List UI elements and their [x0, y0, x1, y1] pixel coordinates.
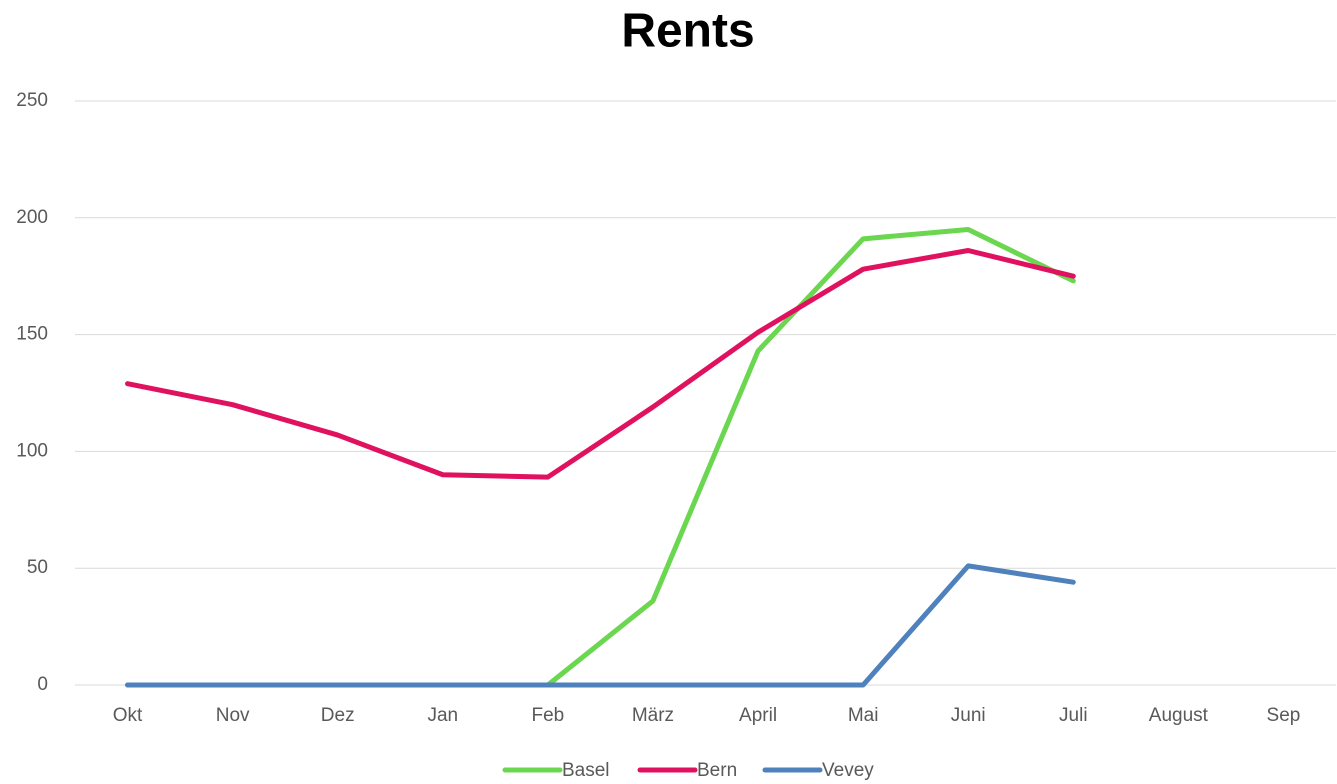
y-tick-label: 250 [16, 90, 48, 111]
y-tick-label: 100 [16, 440, 48, 461]
x-tick-label: Dez [321, 705, 355, 726]
x-tick-label: Nov [216, 705, 250, 726]
x-tick-label: Feb [532, 705, 565, 726]
x-tick-label: Juli [1059, 705, 1088, 726]
line-series [125, 226, 1076, 688]
x-tick-label: Okt [113, 705, 143, 726]
line-series [125, 563, 1076, 688]
line-series [125, 248, 1076, 480]
y-tick-label: 0 [37, 674, 48, 695]
legend-label: Vevey [822, 760, 874, 781]
x-tick-label: Juni [951, 705, 986, 726]
x-tick-label: August [1149, 705, 1209, 726]
legend-label: Basel [562, 760, 610, 781]
y-tick-label: 50 [27, 557, 48, 578]
y-tick-label: 200 [16, 207, 48, 228]
legend-label: Bern [697, 760, 737, 781]
x-tick-label: März [632, 705, 674, 726]
x-tick-label: Sep [1267, 705, 1301, 726]
chart-title: Rents [621, 5, 754, 58]
x-tick-label: April [739, 705, 777, 726]
x-tick-label: Jan [427, 705, 458, 726]
y-tick-label: 150 [16, 324, 48, 345]
x-tick-label: Mai [848, 705, 879, 726]
